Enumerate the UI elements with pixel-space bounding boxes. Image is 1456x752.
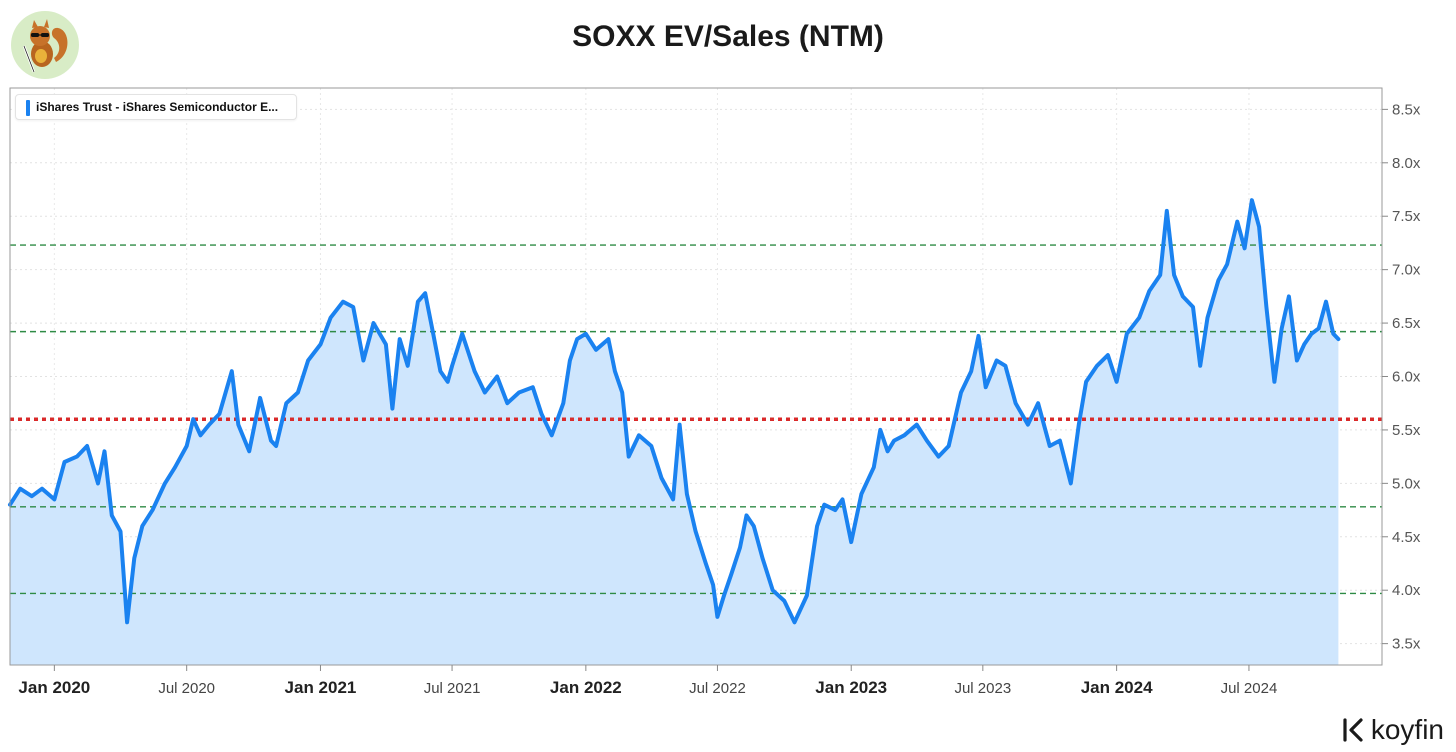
koyfin-logo-icon [1343,718,1363,742]
y-tick-label: 5.0x [1392,475,1421,492]
reference-lines [10,244,1382,595]
x-tick-label: Jan 2021 [285,678,357,697]
x-tick-label: Jul 2023 [954,680,1011,697]
x-tick-label: Jul 2024 [1221,680,1278,697]
x-tick-label: Jan 2022 [550,678,622,697]
y-tick-label: 3.5x [1392,636,1421,653]
koyfin-brand[interactable]: koyfin [1341,714,1444,746]
y-tick-label: 6.0x [1392,369,1421,386]
x-tick-label: Jan 2023 [815,678,887,697]
y-tick-label: 8.5x [1392,101,1421,118]
x-tick-label: Jul 2020 [158,680,215,697]
y-tick-label: 4.0x [1392,582,1421,599]
series-area-fill [10,200,1339,665]
squirrel-mascot-icon [10,10,80,80]
y-axis: 3.5x 4.0x 4.5x 5.0x 5.5x 6.0x 6.5x 7.0x 7.5x 8.0x… [1382,101,1421,653]
y-tick-label: 8.0x [1392,155,1421,172]
legend[interactable]: iShares Trust - iShares Semiconductor E.… [15,94,298,120]
y-tick-label: 7.0x [1392,262,1421,279]
y-tick-label: 6.5x [1392,315,1421,332]
series-line[interactable] [8,198,1341,625]
y-tick-label: 4.5x [1392,529,1421,546]
legend-label: iShares Trust - iShares Semiconductor E.… [36,100,279,114]
x-axis: Jan 2020 Jul 2020 Jan 2021 Jul 2021 Jan 2022… [18,665,1277,697]
x-tick-label: Jul 2021 [424,680,481,697]
y-tick-label: 5.5x [1392,422,1421,439]
brand-name: koyfin [1370,714,1444,745]
chart-line-layer [8,198,1341,625]
x-tick-label: Jan 2024 [1081,678,1153,697]
chart-title: SOXX EV/Sales (NTM) [572,20,884,53]
x-tick-label: Jan 2020 [18,678,90,697]
y-tick-label: 7.5x [1392,208,1421,225]
legend-swatch [26,99,30,116]
chart-area-layer [10,200,1339,665]
x-tick-label: Jul 2022 [689,680,746,697]
